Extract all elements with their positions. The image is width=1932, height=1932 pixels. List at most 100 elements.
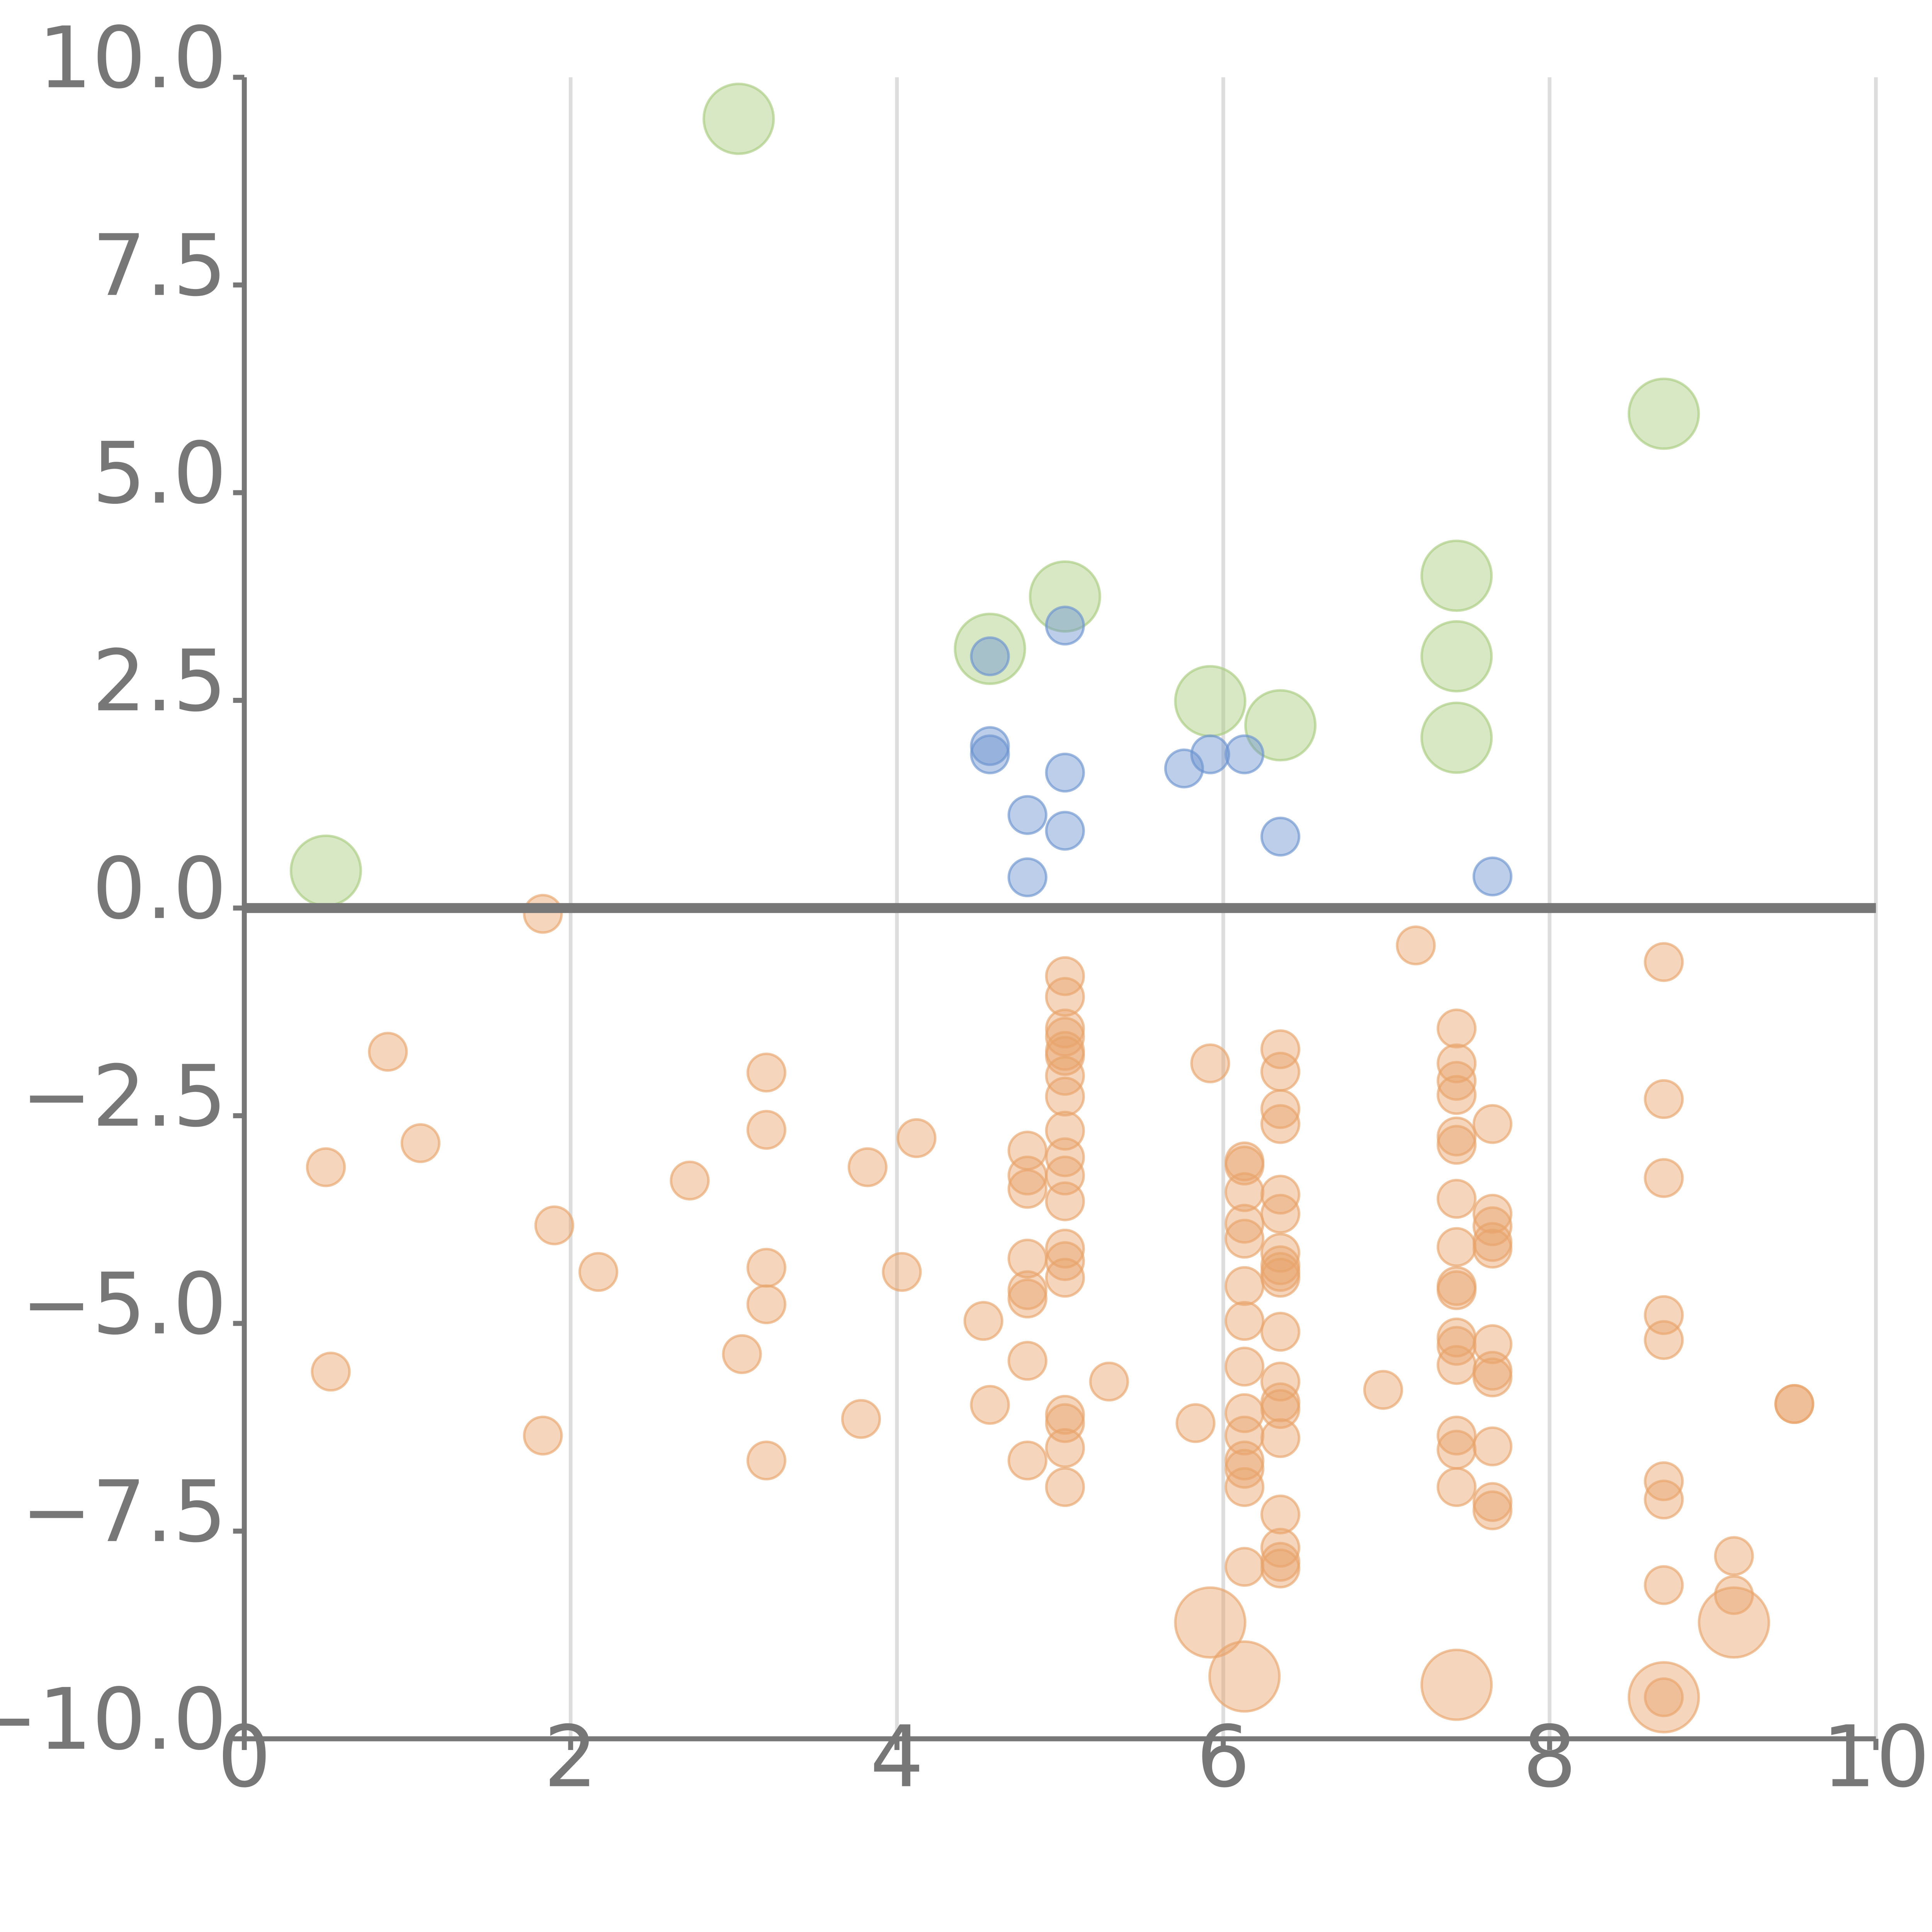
- point-green: [289, 834, 362, 907]
- point-orange: [746, 1440, 787, 1481]
- point-orange: [1225, 1219, 1265, 1259]
- y-axis-ticks: 10.0 7.5 5.0 2.5 0.0 −2.5 −5.0 −7.5 −10.0: [0, 9, 245, 1769]
- point-orange: [1045, 1395, 1085, 1435]
- point-orange-large: [1208, 1640, 1281, 1713]
- series-orange-large: [1174, 1586, 1770, 1734]
- point-green: [1029, 560, 1101, 633]
- point-orange: [1260, 1089, 1301, 1129]
- point-orange: [1007, 1278, 1048, 1319]
- point-orange: [400, 1123, 440, 1163]
- point-blue: [1472, 856, 1513, 896]
- point-orange: [534, 1205, 575, 1245]
- point-orange: [1472, 1490, 1513, 1531]
- y-tick-label: 2.5: [92, 631, 227, 730]
- point-orange: [578, 1252, 619, 1292]
- point-orange: [1225, 1467, 1265, 1507]
- point-orange: [1437, 1061, 1477, 1101]
- point-orange: [1472, 1357, 1513, 1398]
- x-tick-label: 4: [870, 1708, 924, 1806]
- point-orange-large: [1697, 1586, 1770, 1659]
- point-orange: [1472, 1206, 1513, 1247]
- point-orange: [311, 1352, 351, 1392]
- point-green: [954, 612, 1026, 685]
- point-orange: [1437, 1270, 1477, 1310]
- point-orange: [306, 1147, 346, 1187]
- point-orange: [1472, 1426, 1513, 1466]
- point-orange: [1437, 1009, 1477, 1049]
- point-orange: [1260, 1389, 1301, 1429]
- point-blue: [1007, 795, 1048, 835]
- y-tick-label: −10.0: [0, 1670, 227, 1769]
- point-orange: [1437, 1415, 1477, 1456]
- point-orange: [1007, 1270, 1048, 1310]
- point-orange: [1045, 1181, 1085, 1221]
- x-tick-label: 10: [1822, 1708, 1930, 1806]
- point-green: [1420, 701, 1493, 774]
- point-orange: [1045, 1228, 1085, 1269]
- point-orange: [1260, 1194, 1301, 1234]
- point-orange: [1007, 1238, 1048, 1279]
- point-orange: [1472, 1482, 1513, 1522]
- point-orange-large: [1174, 1586, 1247, 1659]
- point-blue: [1190, 734, 1230, 774]
- point-orange: [746, 1110, 787, 1150]
- point-orange: [1007, 1169, 1048, 1209]
- point-orange: [1260, 1527, 1301, 1568]
- point-orange: [722, 1334, 762, 1374]
- x-tick-label: 2: [544, 1708, 598, 1806]
- series-blue: [970, 605, 1513, 898]
- point-orange: [1260, 1548, 1301, 1588]
- point-orange: [1472, 1104, 1513, 1144]
- point-blue: [1164, 748, 1204, 789]
- point-orange: [1644, 1480, 1684, 1520]
- point-blue: [1045, 752, 1085, 793]
- series-green: [289, 82, 1700, 907]
- y-tick-label: −5.0: [21, 1255, 227, 1354]
- point-green: [1420, 620, 1493, 693]
- point-orange: [1260, 1311, 1301, 1352]
- x-tick-label: 0: [217, 1708, 271, 1806]
- point-orange: [1437, 1467, 1477, 1507]
- point-orange: [1175, 1403, 1216, 1443]
- point-orange: [1260, 1361, 1301, 1402]
- point-orange-large: [1628, 1661, 1700, 1734]
- point-orange: [1714, 1536, 1754, 1576]
- point-orange: [1644, 1320, 1684, 1360]
- point-blue: [1045, 605, 1085, 646]
- y-tick-label: 10.0: [38, 9, 227, 107]
- point-orange: [882, 1252, 922, 1292]
- point-blue: [1225, 734, 1265, 774]
- point-orange: [1260, 1051, 1301, 1092]
- point-orange-large: [1420, 1648, 1493, 1721]
- point-orange: [670, 1160, 710, 1201]
- x-tick-label: 8: [1523, 1708, 1577, 1806]
- point-orange: [963, 1301, 1003, 1341]
- point-orange: [1437, 1227, 1477, 1267]
- point-green: [702, 82, 775, 155]
- point-orange: [1260, 1104, 1301, 1144]
- point-orange: [1396, 925, 1436, 966]
- y-tick-label: −7.5: [21, 1462, 227, 1561]
- point-orange: [1472, 1228, 1513, 1269]
- point-orange: [523, 894, 563, 934]
- point-green: [1420, 539, 1493, 612]
- y-tick-label: 5.0: [92, 424, 227, 523]
- point-blue: [970, 726, 1010, 766]
- point-blue: [970, 636, 1010, 677]
- point-orange: [970, 1385, 1010, 1425]
- point-orange: [1045, 1467, 1085, 1507]
- point-orange: [1225, 1347, 1265, 1387]
- point-orange: [847, 1147, 888, 1187]
- point-orange: [746, 1284, 787, 1325]
- y-tick-label: 7.5: [92, 216, 227, 315]
- point-blue: [1260, 816, 1301, 857]
- point-orange: [896, 1118, 937, 1158]
- point-orange: [1437, 1116, 1477, 1156]
- point-orange: [1774, 1384, 1815, 1424]
- point-orange: [1045, 1258, 1085, 1298]
- point-orange: [1437, 1345, 1477, 1385]
- point-orange: [1225, 1266, 1265, 1306]
- point-orange: [1007, 1155, 1048, 1196]
- y-tick-label: 0.0: [92, 839, 227, 938]
